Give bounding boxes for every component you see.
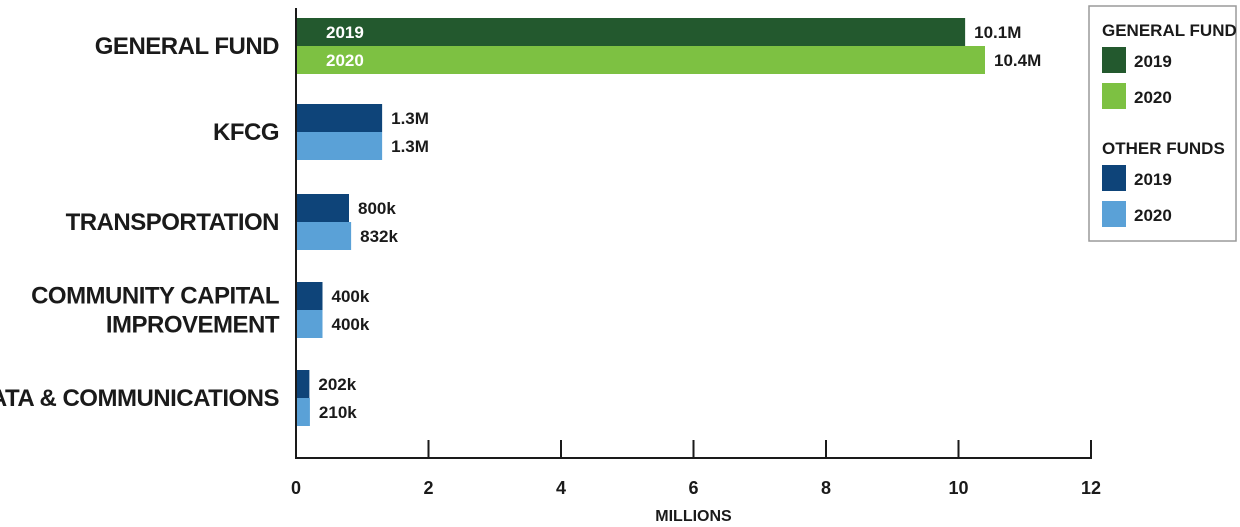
inbar-label-2019: 2019 [326, 23, 364, 42]
value-label-2019-1: 1.3M [391, 109, 429, 128]
legend-label-0-0: 2019 [1134, 52, 1172, 71]
bar-2020-1 [296, 132, 383, 160]
inbar-label-2020: 2020 [326, 51, 364, 70]
category-label-1: KFCG [213, 119, 279, 146]
value-label-2020-0: 10.4M [994, 51, 1041, 70]
bar-2019-4 [296, 370, 310, 398]
x-tick-label-10: 10 [948, 478, 968, 498]
legend-label-1-1: 2020 [1134, 206, 1172, 225]
bar-2020-3 [296, 310, 323, 338]
legend-swatch-0-0 [1102, 47, 1126, 73]
value-label-2020-1: 1.3M [391, 137, 429, 156]
value-label-2019-2: 800k [358, 199, 396, 218]
bar-2019-3 [296, 282, 323, 310]
value-label-2019-4: 202k [318, 375, 356, 394]
category-label-3-1: IMPROVEMENT [106, 312, 280, 339]
category-label-0: GENERAL FUND [95, 33, 279, 60]
x-tick-label-4: 4 [556, 478, 566, 498]
value-label-2020-3: 400k [332, 315, 370, 334]
value-label-2020-2: 832k [360, 227, 398, 246]
bar-2020-0 [296, 46, 985, 74]
bar-2019-2 [296, 194, 349, 222]
x-tick-label-0: 0 [291, 478, 301, 498]
legend-swatch-1-1 [1102, 201, 1126, 227]
legend-swatch-1-0 [1102, 165, 1126, 191]
legend-label-0-1: 2020 [1134, 88, 1172, 107]
legend-heading-1: OTHER FUNDS [1102, 139, 1225, 158]
category-label-2: TRANSPORTATION [66, 209, 279, 236]
bar-2019-0 [296, 18, 966, 46]
x-tick-label-6: 6 [688, 478, 698, 498]
x-tick-label-2: 2 [423, 478, 433, 498]
category-label-3-0: COMMUNITY CAPITAL [31, 283, 279, 310]
legend-label-1-0: 2019 [1134, 170, 1172, 189]
x-axis-title: MILLIONS [655, 508, 732, 525]
bar-2020-4 [296, 398, 310, 426]
category-label-4: DATA & COMMUNICATIONS [0, 385, 279, 412]
bar-2020-2 [296, 222, 352, 250]
value-label-2020-4: 210k [319, 403, 357, 422]
x-tick-label-12: 12 [1081, 478, 1101, 498]
value-label-2019-0: 10.1M [974, 23, 1021, 42]
x-tick-label-8: 8 [821, 478, 831, 498]
legend-swatch-0-1 [1102, 83, 1126, 109]
legend-heading-0: GENERAL FUND [1102, 21, 1237, 40]
value-label-2019-3: 400k [332, 287, 370, 306]
bar-2019-1 [296, 104, 383, 132]
